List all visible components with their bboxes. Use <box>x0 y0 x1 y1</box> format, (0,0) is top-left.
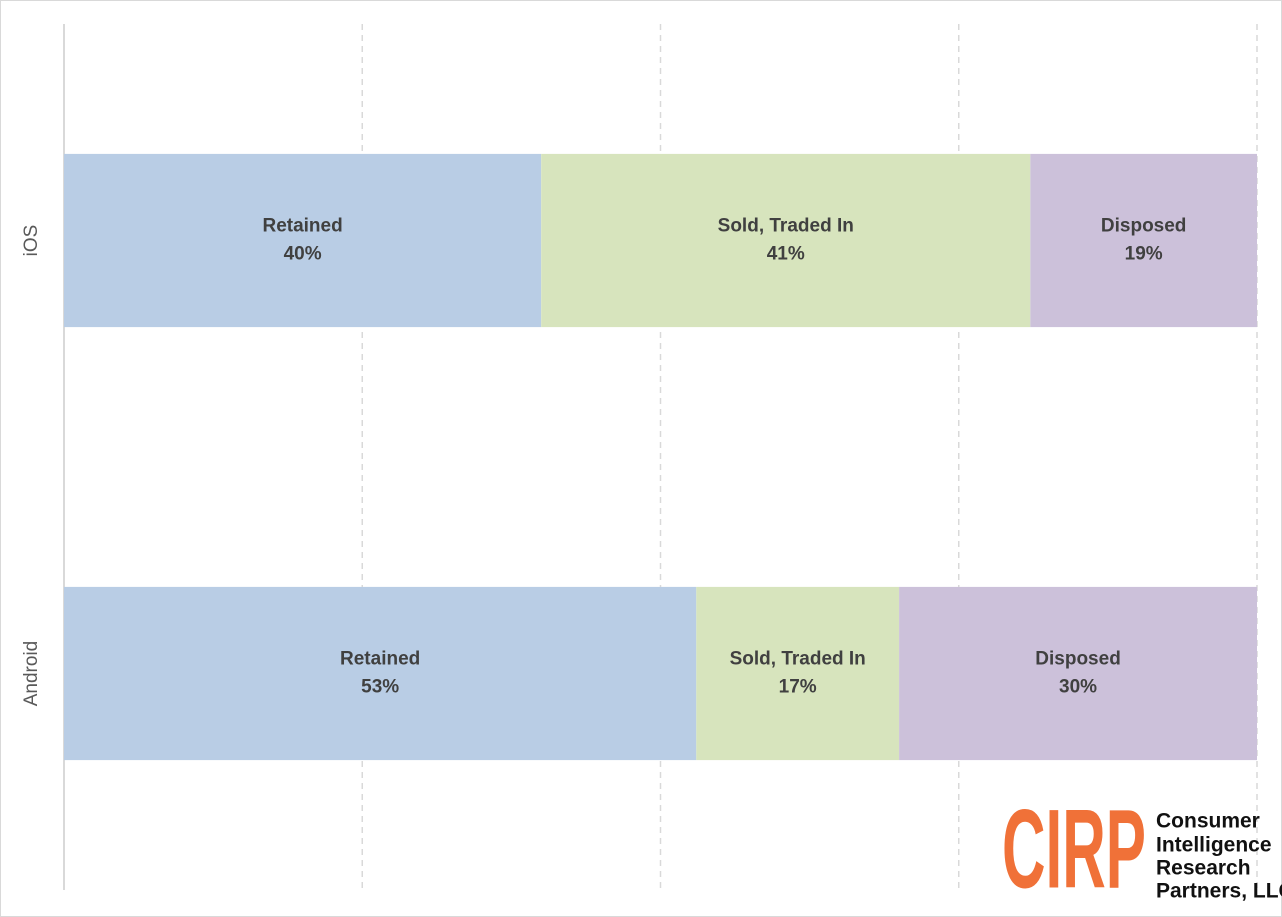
category-label: iOS <box>21 225 42 257</box>
data-label: 30% <box>1059 677 1097 698</box>
segment-name: Retained <box>262 216 342 237</box>
logo-mark: CIRP <box>1002 787 1146 912</box>
data-label: 41% <box>767 244 805 265</box>
data-label: 17% <box>779 677 817 698</box>
logo: CIRP Consumer Intelligence Research Part… <box>1002 787 1282 912</box>
data-label: 53% <box>361 677 399 698</box>
logo-text: Intelligence <box>1156 834 1272 857</box>
bar-segment <box>1030 153 1257 328</box>
segment-name: Sold, Traded In <box>718 216 854 237</box>
segment-name: Sold, Traded In <box>730 649 866 670</box>
logo-text: Partners, LLC <box>1156 880 1282 903</box>
bar-segment <box>696 586 900 761</box>
logo-text: Research <box>1156 857 1251 880</box>
category-label: Android <box>21 641 42 707</box>
data-label: 40% <box>284 244 322 265</box>
segment-name: Disposed <box>1035 649 1121 670</box>
segment-name: Retained <box>340 649 420 670</box>
bar-segment <box>64 153 542 328</box>
bar-segment <box>899 586 1257 761</box>
segment-name: Disposed <box>1101 216 1187 237</box>
bar-segment <box>64 586 697 761</box>
logo-text: Consumer <box>1156 810 1260 833</box>
bar-segment <box>541 153 1031 328</box>
data-label: 19% <box>1125 244 1163 265</box>
